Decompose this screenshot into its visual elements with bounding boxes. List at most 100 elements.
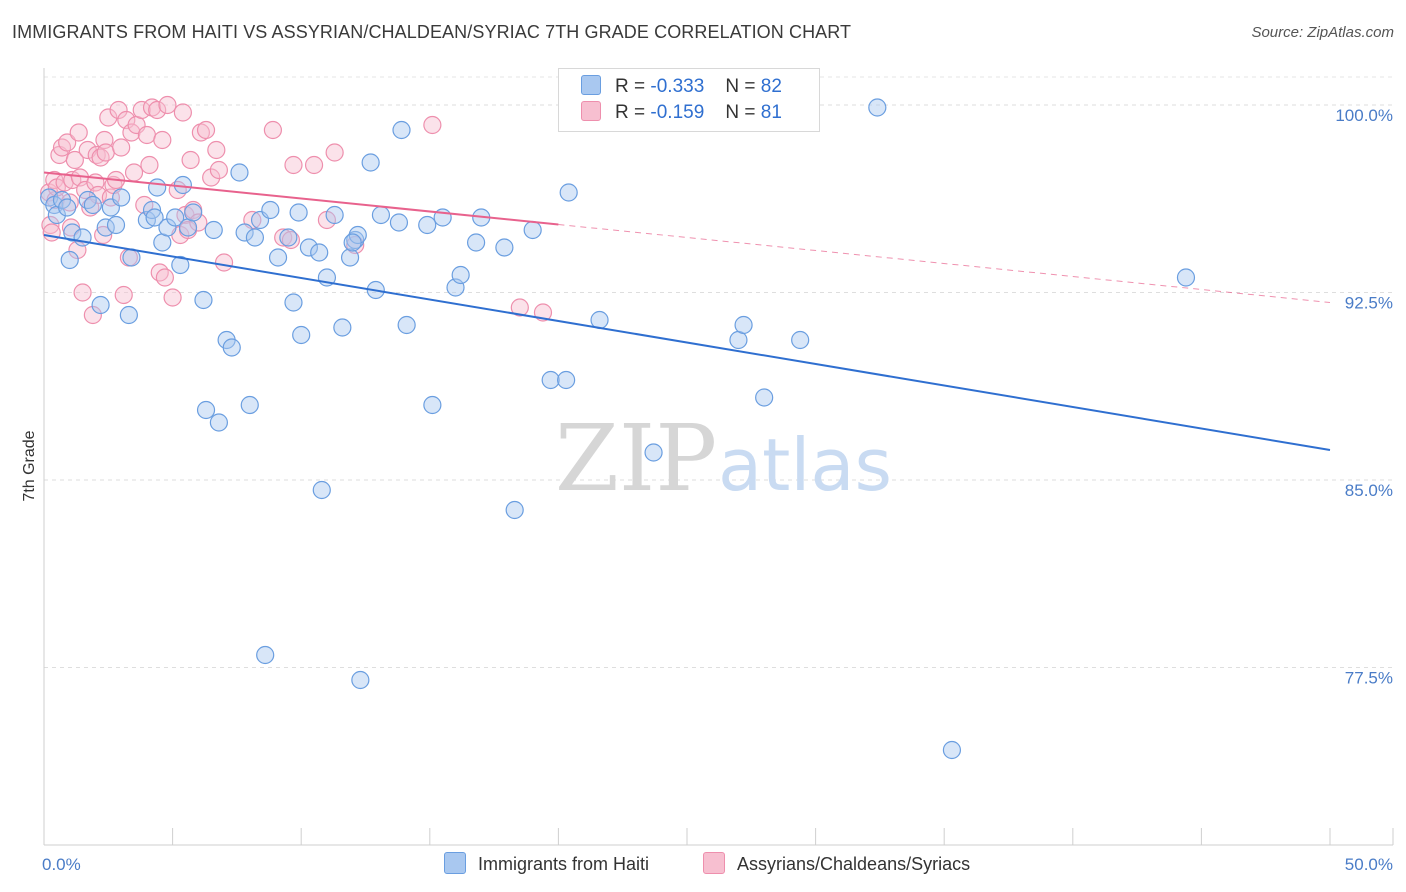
assyrian-point: [202, 168, 221, 187]
haiti-point: [171, 255, 190, 275]
haiti-point: [868, 98, 887, 117]
legend-r-label: R =: [615, 102, 646, 123]
assyrian-point: [58, 133, 77, 152]
assyrian-point: [163, 288, 182, 307]
haiti-point: [644, 443, 663, 462]
haiti-point: [194, 290, 213, 310]
series-legend: Immigrants from Haiti Assyrians/Chaldean…: [0, 852, 1406, 878]
y-axis-label: 7th Grade: [21, 430, 38, 501]
haiti-point: [230, 163, 249, 182]
haiti-point: [423, 395, 442, 415]
legend-label-haiti: Immigrants from Haiti: [478, 854, 650, 874]
haiti-point: [325, 205, 344, 225]
haiti-point: [343, 233, 362, 252]
haiti-point: [734, 315, 753, 335]
assyrian-point: [214, 253, 234, 272]
haiti-point: [466, 233, 486, 252]
axes: [43, 68, 1394, 846]
assyrian-point: [281, 230, 301, 250]
haiti-point: [346, 230, 365, 250]
haiti-point: [256, 645, 275, 665]
haiti-point: [284, 293, 303, 312]
assyrian-point: [99, 108, 118, 127]
assyrian-point: [124, 163, 144, 182]
haiti-point: [559, 183, 578, 202]
legend-r-value: -0.333: [650, 76, 705, 97]
watermark: ZIP atlas: [555, 405, 892, 512]
x-tick-label-max: 50.0%: [1345, 855, 1393, 874]
haiti-point: [361, 153, 380, 172]
haiti-point: [351, 670, 370, 690]
haiti-point: [312, 480, 331, 500]
assyrian-point: [83, 305, 102, 325]
haiti-point: [289, 203, 308, 222]
watermark-atlas: atlas: [718, 423, 892, 507]
haiti-point: [222, 338, 241, 357]
legend-row-assyrian: R = -0.159 N = 81: [581, 101, 782, 127]
gridlines: [44, 76, 1395, 668]
haiti-point: [451, 265, 470, 285]
legend-n-value: 81: [760, 102, 782, 123]
haiti-point: [261, 200, 280, 220]
haiti-point: [495, 238, 514, 257]
legend-swatch-assyrian: [581, 101, 601, 121]
legend-label-assyrian: Assyrians/Chaldeans/Syriacs: [737, 854, 971, 874]
assyrian-point: [52, 138, 72, 157]
haiti-point: [209, 413, 228, 432]
haiti-point: [235, 223, 254, 242]
legend-row-haiti: R = -0.333 N = 82: [581, 75, 782, 101]
y-tick-label: 100.0%: [1335, 106, 1393, 125]
haiti-point: [523, 220, 542, 240]
haiti-point: [268, 248, 288, 267]
haiti-point: [83, 195, 102, 215]
assyrian-point: [196, 120, 216, 140]
assyrian-point: [112, 138, 131, 157]
haiti-point: [755, 388, 774, 407]
chart-title: IMMIGRANTS FROM HAITI VS ASSYRIAN/CHALDE…: [12, 22, 852, 42]
assyrian-point: [109, 100, 128, 120]
assyrian-point: [181, 150, 200, 170]
trend-lines: [43, 171, 1331, 451]
haiti-point: [166, 208, 185, 227]
data-points: [40, 95, 1196, 760]
haiti-point: [397, 315, 416, 335]
trend-line-assyrian: [43, 171, 559, 226]
haiti-point: [392, 120, 411, 140]
haiti-point: [145, 208, 164, 227]
haiti-point: [204, 220, 223, 240]
assyrian-point: [207, 140, 226, 160]
trend-line-assyrian-extension: [558, 224, 1331, 303]
haiti-point: [119, 305, 138, 325]
assyrian-point: [140, 155, 159, 175]
haiti-point: [333, 318, 352, 337]
assyrian-point: [304, 155, 324, 175]
haiti-point: [63, 223, 82, 242]
haiti-point: [184, 203, 203, 222]
assyrian-point: [41, 215, 60, 235]
legend-swatch-haiti: [444, 852, 466, 874]
tick-labels: 100.0% 92.5% 85.0% 77.5% 0.0% 50.0%: [42, 106, 1393, 874]
haiti-point: [505, 500, 524, 520]
source-label: Source: ZipAtlas.com: [1251, 24, 1394, 41]
haiti-point: [389, 213, 409, 232]
legend-swatch-assyrian: [703, 852, 725, 874]
assyrian-point: [325, 143, 344, 162]
haiti-point: [196, 400, 216, 420]
haiti-point: [58, 198, 77, 217]
haiti-point: [340, 248, 360, 267]
haiti-point: [240, 395, 259, 415]
haiti-point: [942, 740, 962, 760]
trend-line-haiti: [43, 234, 1331, 451]
legend-item-assyrian: Assyrians/Chaldeans/Syriacs: [703, 852, 970, 875]
assyrian-point: [73, 283, 92, 302]
assyrian-point: [155, 268, 174, 287]
correlation-legend: R = -0.333 N = 82 R = -0.159 N = 81: [558, 68, 820, 132]
haiti-point: [310, 243, 329, 262]
haiti-point: [541, 370, 560, 390]
haiti-point: [78, 190, 97, 210]
assyrian-point: [42, 223, 61, 242]
legend-n-label: N =: [725, 76, 756, 97]
assyrian-point: [91, 148, 110, 167]
legend-r-value: -0.159: [650, 102, 705, 123]
y-tick-label: 85.0%: [1345, 481, 1393, 500]
